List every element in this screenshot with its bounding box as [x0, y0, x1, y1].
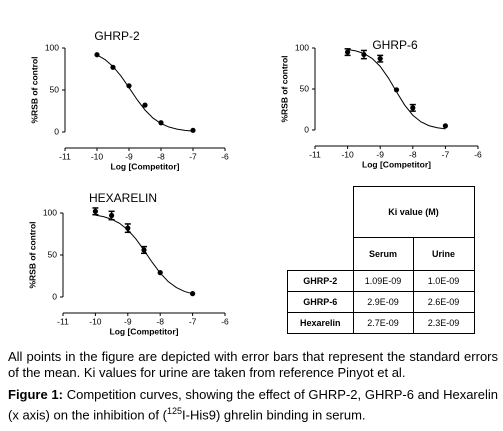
- data-point: [142, 102, 148, 108]
- x-tick-label: -6: [474, 149, 482, 159]
- data-point: [141, 247, 147, 253]
- column-header: Urine: [412, 237, 475, 271]
- y-tick-label: 50: [48, 249, 58, 259]
- x-axis-label: Log [Competitor]: [362, 159, 431, 169]
- caption-text: I-His9) ghrelin binding in serum.: [182, 407, 366, 423]
- y-tick-label: 50: [300, 83, 310, 93]
- table-header: Ki value (M): [352, 186, 475, 238]
- cell: 2.7E-09: [352, 312, 414, 334]
- chart-title: GHRP-2: [94, 29, 140, 43]
- data-point: [109, 212, 115, 219]
- row-header: GHRP-6: [287, 291, 354, 313]
- x-tick-label: -8: [157, 151, 165, 161]
- caption-text: Competition curves, showing the effect o…: [8, 387, 498, 423]
- data-point: [157, 270, 163, 276]
- y-tick-label: 100: [45, 42, 59, 52]
- caption-label: Figure 1:: [8, 387, 63, 402]
- data-point: [158, 120, 164, 126]
- x-tick-label: -8: [409, 149, 417, 159]
- data-point: [190, 127, 196, 133]
- cell: 1.09E-09: [352, 270, 414, 292]
- y-tick-label: 100: [295, 42, 309, 52]
- x-tick-label: -9: [124, 316, 132, 326]
- caption-superscript: 125: [166, 406, 182, 416]
- x-tick-label: -10: [341, 149, 354, 159]
- row-header: GHRP-2: [287, 270, 354, 292]
- data-point: [345, 49, 351, 55]
- x-tick-label: -11: [59, 151, 71, 161]
- y-axis-label: %RSB of control: [29, 56, 39, 123]
- y-tick-label: 0: [304, 124, 309, 134]
- x-tick-label: -11: [309, 149, 321, 159]
- x-tick-label: -9: [125, 151, 133, 161]
- cell: 2.3E-09: [412, 312, 475, 334]
- data-point: [190, 291, 196, 297]
- x-tick-label: -6: [221, 151, 229, 161]
- data-point: [125, 225, 131, 231]
- x-tick-label: -7: [189, 316, 197, 326]
- chart-title: GHRP-6: [372, 38, 418, 52]
- x-tick-label: -10: [91, 151, 104, 161]
- data-point: [410, 105, 416, 111]
- data-point: [94, 52, 100, 58]
- row-header: Hexarelin: [287, 312, 354, 334]
- data-point: [110, 64, 116, 70]
- note: All points in the figure are depicted wi…: [8, 349, 498, 380]
- data-point: [442, 123, 448, 129]
- y-tick-label: 0: [54, 126, 59, 136]
- x-tick-label: -7: [442, 149, 450, 159]
- y-tick-label: 0: [52, 291, 57, 301]
- chart-title: HEXARELIN: [89, 191, 157, 205]
- x-axis-label: Log [Competitor]: [111, 161, 180, 171]
- x-tick-label: -9: [376, 149, 384, 159]
- data-point: [361, 51, 367, 58]
- caption: Figure 1: Competition curves, showing th…: [8, 387, 498, 423]
- y-tick-label: 100: [43, 207, 57, 217]
- y-tick-label: 50: [50, 84, 60, 94]
- x-tick-label: -6: [221, 316, 229, 326]
- cell: 2.9E-09: [352, 291, 414, 313]
- x-axis-label: Log [Competitor]: [110, 326, 179, 336]
- x-tick-label: -11: [57, 316, 69, 326]
- x-tick-label: -7: [189, 151, 197, 161]
- data-point: [393, 87, 400, 93]
- cell: 1.0E-09: [412, 270, 475, 292]
- column-header: Serum: [352, 237, 414, 271]
- data-point: [92, 208, 98, 214]
- ki-table: Ki value (M) Serum Urine GHRP-2 1.09E-09 1.…: [287, 186, 475, 334]
- y-axis-label: %RSB of control: [279, 55, 289, 122]
- fit-curve: [95, 214, 193, 295]
- x-tick-label: -10: [89, 316, 102, 326]
- y-axis-label: %RSB of control: [27, 221, 37, 288]
- data-point: [377, 56, 383, 62]
- x-tick-label: -8: [156, 316, 164, 326]
- cell: 2.6E-09: [412, 291, 475, 313]
- data-point: [126, 83, 132, 89]
- figure: GHRP-2 0 50 100 %RSB of control -11 -10 -9 -8 -7 -…: [27, 29, 482, 336]
